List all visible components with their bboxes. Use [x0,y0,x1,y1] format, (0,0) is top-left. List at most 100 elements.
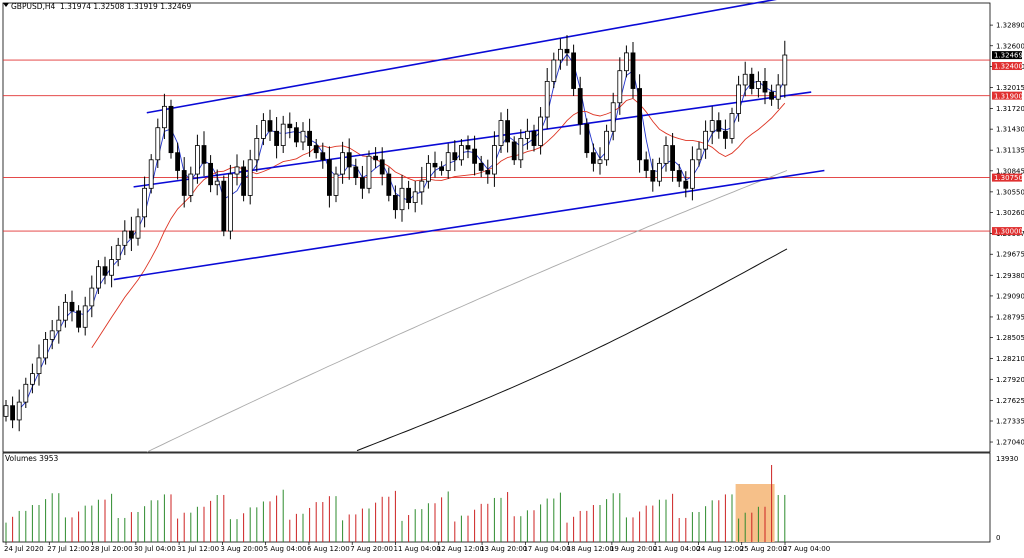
candle-body [122,230,128,246]
candle-body [208,162,214,186]
candle-body [498,120,504,146]
y-tick-label: 1.30260 [996,209,1024,217]
candle-body [102,266,108,276]
dropdown-arrow-icon[interactable] [3,3,9,7]
candle-body [729,113,735,139]
channel-line [133,91,812,188]
candle-body [274,130,280,146]
candle-body [69,301,75,312]
price-marker-label: 1.30750 [994,174,1023,182]
candle-body [485,170,491,175]
candle-body [313,145,319,154]
candle-body [247,159,253,196]
candle-body [425,162,431,182]
price-marker-box [992,173,1022,182]
x-tick-label: 12 Aug 12:00 [437,545,484,553]
time-axis: 24 Jul 2020 27 Jul 12:00 28 Jul 20:00 30 Ju… [4,542,830,553]
candle-body [782,54,788,86]
candle-body [769,91,774,100]
candle-body [577,88,583,125]
candle-body [749,73,755,89]
x-tick-label: 21 Aug 04:00 [653,545,700,553]
candle-body [142,187,148,218]
candle-body [181,170,187,196]
candle-body [709,120,715,132]
candle-body [10,405,16,421]
candle-body [175,152,181,171]
candle-body [353,166,359,179]
candle-body [604,130,609,161]
price-marker-label: 1.32400 [994,63,1023,71]
x-tick-label: 6 Aug 12:00 [307,545,350,553]
x-tick-label: 5 Aug 04:00 [264,545,307,553]
candle-body [571,52,576,89]
candle-body [168,105,174,154]
candle-body [155,127,161,161]
candle-body [254,138,260,161]
candle-body [505,120,511,143]
candle-body [762,80,768,93]
candle-body [49,330,55,340]
candle-body [617,70,623,104]
candle-body [280,123,286,146]
channel-line [146,0,777,114]
y-tick-label: 1.32015 [996,84,1024,92]
candle-body [452,152,458,161]
price-marker-label: 1.30000 [994,228,1023,236]
candle-body [518,138,524,161]
main-border [2,2,991,453]
candle-body [201,145,207,164]
horizontal-levels[interactable] [3,59,990,232]
candle-body [89,287,95,307]
candle-body [241,166,247,196]
candle-body [723,130,728,139]
price-marker-box [992,227,1022,236]
candle-body [637,88,642,161]
candle-body [287,123,293,129]
y-tick-label: 1.27625 [996,397,1024,405]
candle-body [478,162,484,171]
x-tick-label: 28 Jul 20:00 [91,545,133,553]
candle-body [584,123,590,154]
candle-body [373,155,379,161]
x-tick-label: 27 Aug 04:00 [783,545,830,553]
y-tick-label: 1.30550 [996,188,1024,196]
candle-body [663,145,669,164]
candle-body [624,52,629,72]
x-tick-label: 24 Aug 12:00 [696,545,743,553]
candle-body [386,173,392,196]
volume-border [2,452,991,543]
candle-body [610,102,616,132]
candle-body [465,145,471,150]
candle-body [76,310,81,328]
y-tick-label: 1.29675 [996,251,1024,259]
candle-body [109,259,114,276]
candle-body [320,152,326,161]
x-tick-label: 30 Jul 04:00 [134,545,176,553]
candle-body [406,187,412,203]
candle-body [260,120,266,139]
x-tick-label: 24 Jul 2020 [4,545,44,553]
price-marker-label: 1.32469 [994,52,1023,60]
candle-body [412,191,418,203]
candle-body [445,152,451,171]
y-tick-label: 1.31430 [996,126,1024,134]
y-tick-label: 1.28795 [996,313,1024,321]
candle-body [326,159,332,196]
candle-body [756,80,761,89]
ma-long-line [356,248,788,452]
candle-body [63,301,68,321]
channel-lines[interactable] [113,0,825,281]
channel-line [113,169,825,281]
candle-body [56,319,62,332]
candlesticks [3,35,788,432]
candle-body [525,130,530,139]
candle-body [531,130,537,146]
ma-slow-line [146,170,788,453]
candle-body [366,155,372,189]
candle-body [82,305,88,328]
candle-body [670,145,675,171]
candle-body [432,162,438,168]
